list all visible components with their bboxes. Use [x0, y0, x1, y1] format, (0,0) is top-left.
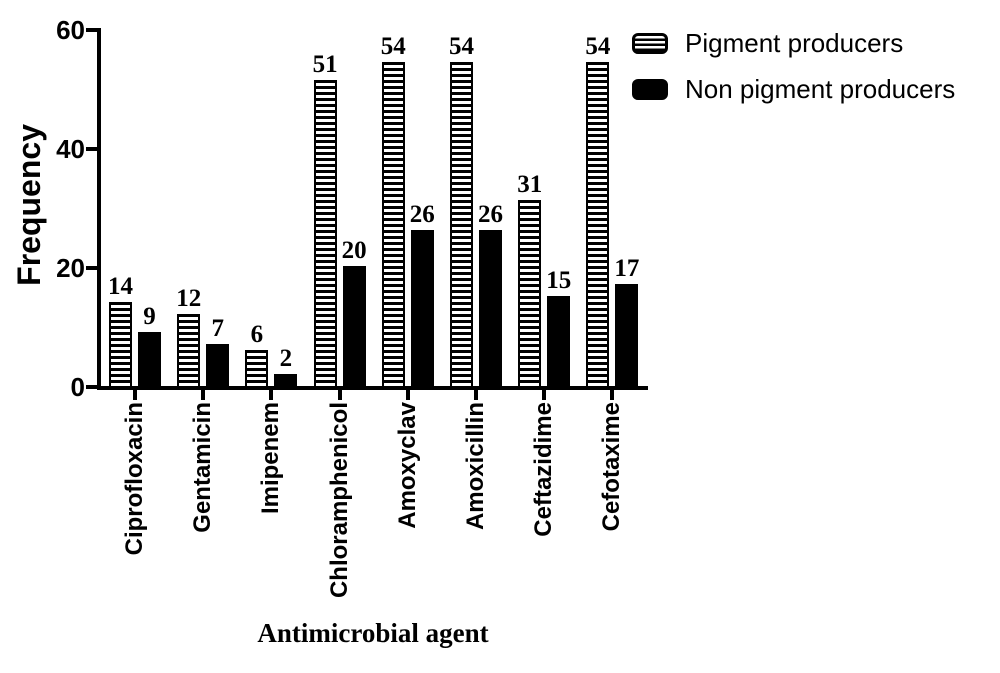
- category-tick: [269, 390, 274, 400]
- y-axis-tick: [86, 266, 97, 270]
- non-pigment-producers-bar: [547, 296, 571, 386]
- y-axis-tick-label: 0: [70, 372, 85, 402]
- legend: Pigment producers Non pigment producers: [632, 30, 955, 122]
- category-label: Chloramphenicol: [325, 402, 353, 599]
- legend-label: Pigment producers: [685, 28, 904, 58]
- bar-value-label: 17: [614, 255, 640, 282]
- bar-value-label: 26: [478, 201, 503, 228]
- y-axis-line: [97, 28, 101, 390]
- non-pigment-producers-bar: [138, 332, 161, 386]
- bar-value-label: 54: [585, 33, 611, 60]
- bar-value-label: 12: [176, 285, 202, 312]
- legend-item: Non pigment producers: [632, 76, 955, 102]
- bar-value-label: 20: [341, 237, 367, 264]
- category-label: Gentamicin: [189, 402, 217, 533]
- category-label: Cefotaxime: [598, 402, 626, 532]
- bar-value-label: 6: [250, 321, 264, 348]
- category-tick: [405, 390, 410, 400]
- category-label: Amoxyclav: [393, 402, 421, 529]
- non-pigment-producers-bar: [479, 230, 502, 386]
- y-axis-tick-label: 40: [56, 134, 85, 164]
- pigment-producers-bar: [450, 62, 473, 386]
- category-tick: [133, 390, 137, 400]
- bar-value-label: 15: [546, 267, 572, 294]
- pigment-producers-bar: [245, 350, 269, 386]
- y-axis-title: Frequency: [11, 124, 47, 286]
- pigment-producers-bar: [177, 314, 201, 386]
- non-pigment-producers-bar: [206, 344, 230, 386]
- bar-value-label: 51: [312, 51, 338, 78]
- striped-swatch-icon: [632, 32, 668, 54]
- bar-value-label: 54: [380, 33, 406, 60]
- category-tick: [337, 390, 342, 400]
- category-tick: [610, 390, 615, 400]
- y-axis-tick: [86, 147, 97, 151]
- y-axis-tick-label: 60: [56, 15, 85, 45]
- bar-value-label: 26: [409, 201, 435, 228]
- non-pigment-producers-bar: [615, 284, 639, 386]
- x-axis-title: Antimicrobial agent: [257, 618, 489, 648]
- y-axis-tick: [86, 385, 97, 389]
- bar-value-label: 7: [211, 315, 224, 342]
- bar-value-label: 14: [108, 273, 133, 300]
- bar-value-label: 2: [279, 345, 293, 372]
- pigment-producers-bar: [109, 302, 132, 386]
- bar-value-label: 9: [143, 303, 156, 330]
- bar-value-label: 31: [517, 171, 543, 198]
- category-tick: [474, 390, 478, 400]
- category-tick: [201, 390, 206, 400]
- legend-label: Non pigment producers: [685, 74, 956, 104]
- category-label: Amoxicillin: [462, 402, 489, 531]
- category-label: Imipenem: [257, 402, 285, 515]
- category-label: Ceftazidime: [530, 402, 558, 537]
- bar-value-label: 54: [449, 33, 474, 60]
- non-pigment-producers-bar: [342, 266, 366, 386]
- y-axis-tick: [86, 28, 97, 32]
- pigment-producers-bar: [586, 62, 610, 386]
- category-tick: [542, 390, 547, 400]
- category-label: Ciprofloxacin: [121, 402, 148, 556]
- x-axis-line: [97, 386, 648, 390]
- non-pigment-producers-bar: [410, 230, 434, 386]
- legend-item: Pigment producers: [632, 30, 955, 56]
- pigment-producers-bar: [313, 80, 337, 386]
- solid-swatch-icon: [632, 78, 668, 100]
- pigment-producers-bar: [518, 200, 542, 386]
- non-pigment-producers-bar: [274, 374, 298, 386]
- pigment-producers-bar: [381, 62, 405, 386]
- y-axis-tick-label: 20: [56, 253, 85, 283]
